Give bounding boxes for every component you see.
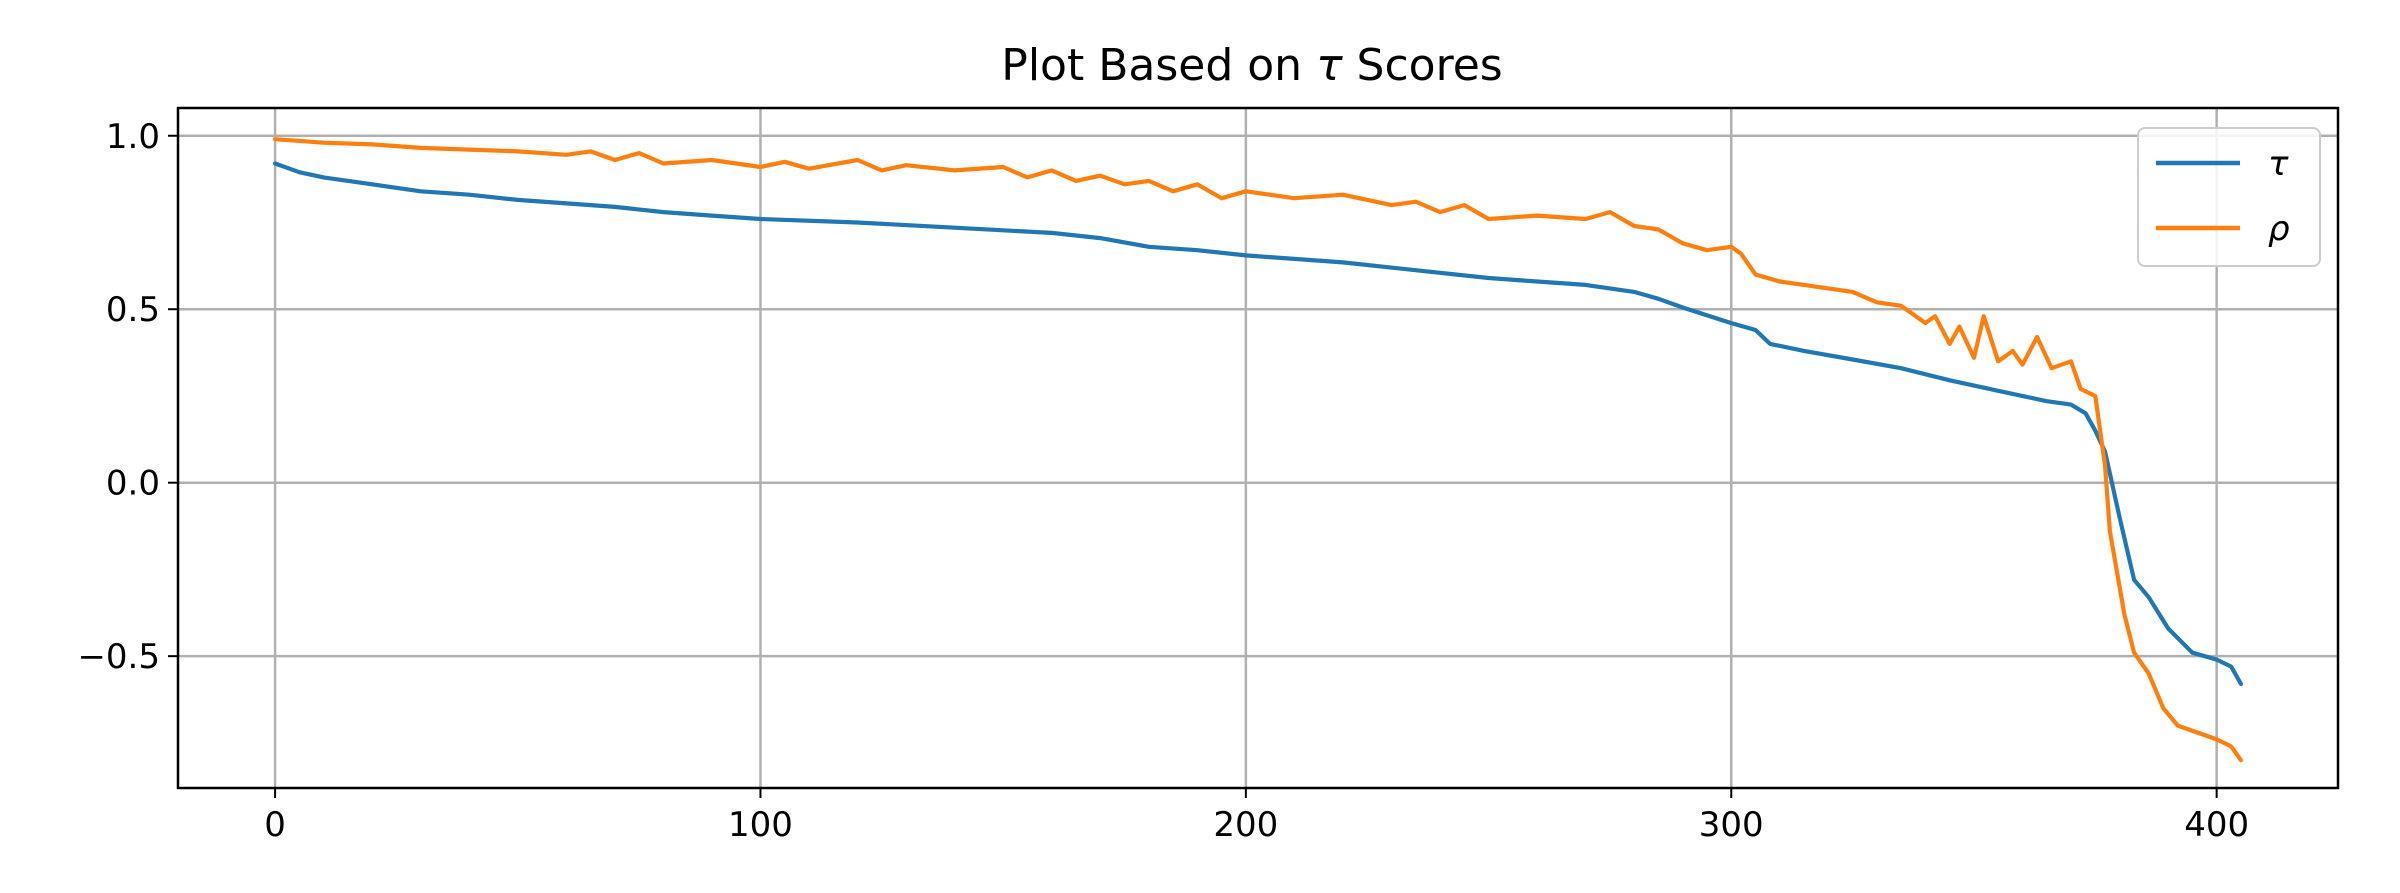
legend: τρ bbox=[2137, 127, 2321, 267]
series-line-tau bbox=[273, 161, 2243, 686]
axis-ticks: 0 100 200 300 400 1.0 0.5 0.0 −0.5 bbox=[77, 117, 2249, 845]
legend-label: ρ bbox=[2268, 209, 2290, 249]
chart-title-suffix: Scores bbox=[1343, 40, 1503, 91]
chart-title-prefix: Plot Based on bbox=[1001, 40, 1316, 91]
legend-box bbox=[2137, 127, 2321, 267]
y-tick-label: 0.5 bbox=[106, 290, 160, 330]
y-tick-label: 1.0 bbox=[106, 117, 160, 157]
x-tick-label: 100 bbox=[728, 805, 793, 845]
chart-title-symbol: τ bbox=[1316, 40, 1343, 91]
plot-frame bbox=[176, 106, 2340, 790]
y-tick-label: 0.0 bbox=[106, 464, 160, 504]
series-line-rho bbox=[273, 137, 2243, 763]
chart-title: Plot Based on τ Scores bbox=[1001, 40, 1502, 91]
x-tick-label: 400 bbox=[2184, 805, 2249, 845]
x-tick-label: 200 bbox=[1213, 805, 1278, 845]
x-tick-label: 300 bbox=[1699, 805, 1764, 845]
y-tick-label: −0.5 bbox=[77, 637, 160, 677]
legend-label: τ bbox=[2268, 144, 2289, 184]
x-tick-label: 0 bbox=[264, 805, 286, 845]
series-layer bbox=[273, 137, 2243, 763]
grid bbox=[178, 108, 2338, 788]
